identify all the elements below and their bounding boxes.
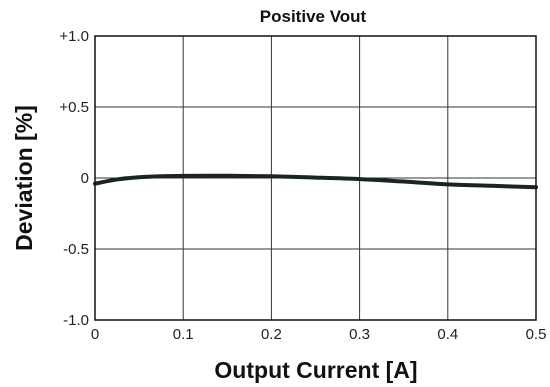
x-tick-label: 0.4 [437,326,458,343]
x-tick-label: 0.1 [173,326,194,343]
x-tick-label: 0 [91,326,99,343]
x-axis-label: Output Current [A] [214,357,417,383]
y-tick-label: +0.5 [59,99,89,116]
plot-frame [94,35,537,321]
x-tick-label: 0.3 [349,326,370,343]
y-tick-label: 0 [81,170,89,187]
series-line-0 [93,173,538,190]
y-tick-label: -0.5 [63,241,89,258]
y-tick-label: -1.0 [63,312,89,329]
x-tick-label: 0.2 [261,326,282,343]
y-tick-label: +1.0 [59,28,89,45]
tick-labels: 0 0.1 0.2 0.3 0.4 0.5 +1.0 +0.5 0 -0.5 -1.0 [59,28,546,343]
series-layer [93,173,538,190]
y-axis-label: Deviation [%] [11,105,37,251]
chart-title: Positive Vout [260,7,367,26]
x-tick-label: 0.5 [526,326,547,343]
